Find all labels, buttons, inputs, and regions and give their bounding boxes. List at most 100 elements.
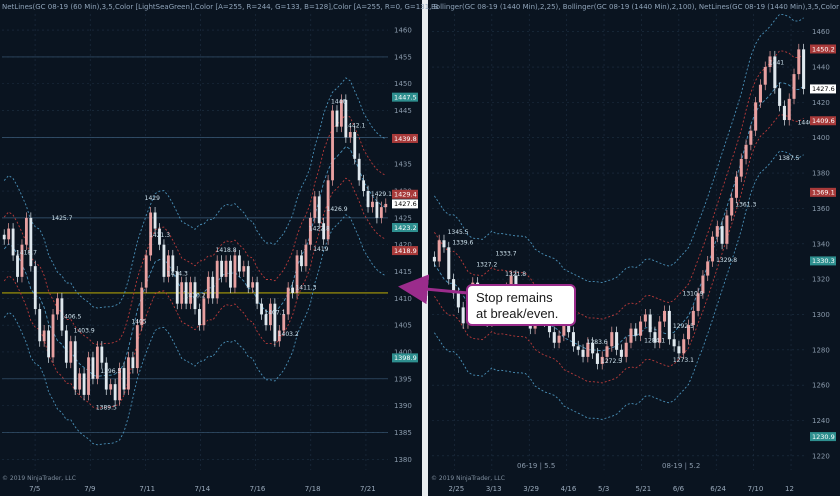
left-candle-body bbox=[104, 362, 108, 390]
left-candle-body bbox=[344, 99, 348, 138]
right-candle-body bbox=[509, 275, 513, 288]
right-price-badge: 1427.6 bbox=[810, 84, 836, 94]
right-candle-body bbox=[557, 335, 561, 343]
left-netline-label: 1389.5 bbox=[96, 404, 117, 411]
left-candle-body bbox=[202, 298, 206, 326]
left-x-tick-label: 7/11 bbox=[139, 485, 155, 493]
right-x-tick-label: 4/16 bbox=[561, 485, 577, 493]
left-y-tick-label: 1395 bbox=[394, 375, 412, 383]
left-y-tick-label: 1410 bbox=[394, 295, 412, 303]
right-netline-label: 1333.7 bbox=[496, 250, 517, 257]
left-candle-body bbox=[291, 287, 295, 293]
left-candle-body bbox=[277, 330, 281, 342]
left-price-badge-text: 1418.9 bbox=[394, 247, 417, 255]
right-candle-body bbox=[586, 342, 590, 357]
right-candle-body bbox=[758, 84, 762, 103]
right-price-badge-bg bbox=[810, 44, 836, 54]
right-candle-body bbox=[696, 293, 700, 311]
left-candle-body bbox=[144, 255, 148, 288]
left-y-tick-label: 1445 bbox=[394, 107, 412, 115]
left-candle-body bbox=[11, 228, 15, 256]
left-price-badge-text: 1439.8 bbox=[394, 135, 417, 143]
right-price-badge-bg bbox=[810, 432, 836, 442]
left-candle-body bbox=[335, 110, 339, 127]
left-price-badge: 1439.8 bbox=[392, 133, 418, 143]
left-netline-label: 1422.8 bbox=[309, 226, 330, 233]
left-candle-body bbox=[7, 228, 11, 240]
left-candle-body bbox=[264, 314, 268, 326]
right-candle-body bbox=[686, 325, 691, 340]
left-candle-body bbox=[282, 314, 286, 331]
right-candle-body bbox=[720, 226, 724, 244]
left-candle-body bbox=[158, 228, 161, 245]
right-netline-label: 1283.6 bbox=[587, 339, 608, 346]
right-netline-label: 1310.9 bbox=[683, 290, 704, 297]
left-netline-label: 1419 bbox=[313, 246, 328, 253]
right-netline-label: 1387.5 bbox=[778, 155, 799, 162]
right-panel-header: Bollinger(GC 08-19 (1440 Min),2,25), Bol… bbox=[431, 3, 839, 11]
left-candle-body bbox=[122, 368, 126, 390]
left-price-badge-bg bbox=[392, 246, 418, 256]
left-candle-body bbox=[51, 314, 55, 358]
left-candle-body bbox=[375, 201, 379, 218]
right-candle-body bbox=[663, 310, 667, 322]
left-candle-body bbox=[56, 298, 59, 315]
callout-box bbox=[466, 284, 576, 326]
right-candle-body bbox=[576, 346, 580, 350]
right-x-tick-label: 7/10 bbox=[748, 485, 764, 493]
right-netline-label: 1272.5 bbox=[601, 358, 622, 365]
right-x-tick-label: 3/13 bbox=[486, 485, 502, 493]
right-netline-label: 1361.3 bbox=[735, 201, 756, 208]
right-candle-body bbox=[658, 321, 662, 343]
panel-divider[interactable] bbox=[422, 0, 428, 496]
left-candle-body bbox=[87, 357, 90, 395]
right-candle-body bbox=[730, 197, 734, 216]
left-netline-label: 1418.7 bbox=[16, 249, 37, 256]
right-netline-label: 1321.8 bbox=[505, 271, 526, 278]
left-candle-body bbox=[166, 255, 170, 277]
right-candle-body bbox=[648, 314, 652, 333]
left-candle-body bbox=[246, 266, 250, 288]
left-candle-body bbox=[353, 132, 357, 159]
left-x-tick-label: 7/9 bbox=[84, 485, 95, 493]
left-x-tick-label: 7/18 bbox=[305, 485, 321, 493]
left-price-badge: 1398.9 bbox=[392, 353, 418, 363]
right-candle-body bbox=[595, 353, 599, 364]
right-candle-body bbox=[739, 158, 743, 177]
left-netline-label: 1411.3 bbox=[295, 285, 316, 292]
right-candle-body bbox=[591, 342, 595, 354]
right-candle-body bbox=[744, 144, 748, 159]
left-price-badge: 1423.2 bbox=[392, 223, 418, 233]
left-candle-body bbox=[317, 196, 321, 224]
right-upper-inner-band bbox=[434, 50, 804, 320]
left-netline-label: 1426.9 bbox=[327, 206, 348, 213]
left-candle-body bbox=[371, 201, 374, 208]
left-candle-body bbox=[308, 217, 312, 245]
right-candle-body bbox=[581, 349, 585, 357]
right-y-tick-label: 1280 bbox=[812, 346, 830, 354]
left-candle-body bbox=[379, 207, 383, 218]
left-panel[interactable]: 1380 1385 1390 1395 1400 1405 1410 1415 1420 1425… bbox=[2, 14, 418, 493]
right-candle-body bbox=[600, 356, 604, 364]
right-candle-body bbox=[782, 105, 786, 121]
right-price-badge-bg bbox=[810, 256, 836, 266]
right-y-tick-label: 1460 bbox=[812, 28, 830, 36]
right-candle-body bbox=[653, 332, 657, 343]
right-y-tick-label: 1360 bbox=[812, 205, 830, 213]
left-candle-body bbox=[149, 212, 153, 256]
left-netline-label: 1396.5 bbox=[100, 368, 121, 375]
right-x-tick-label: 6/6 bbox=[673, 485, 685, 493]
left-y-tick-label: 1455 bbox=[394, 53, 412, 61]
right-candle-body bbox=[710, 236, 715, 262]
right-session-label: 06-19 | 5.5 bbox=[517, 462, 555, 470]
left-candle-body bbox=[73, 341, 77, 390]
right-candle-body bbox=[691, 310, 695, 326]
right-netline-label: 1441 bbox=[769, 60, 784, 67]
right-candle-body bbox=[672, 339, 676, 347]
right-candle-body bbox=[787, 98, 791, 121]
left-x-tick-label: 7/21 bbox=[360, 485, 376, 493]
right-price-badge: 1230.9 bbox=[810, 432, 836, 442]
right-y-tick-label: 1240 bbox=[812, 417, 830, 425]
left-candle-body bbox=[78, 373, 82, 390]
